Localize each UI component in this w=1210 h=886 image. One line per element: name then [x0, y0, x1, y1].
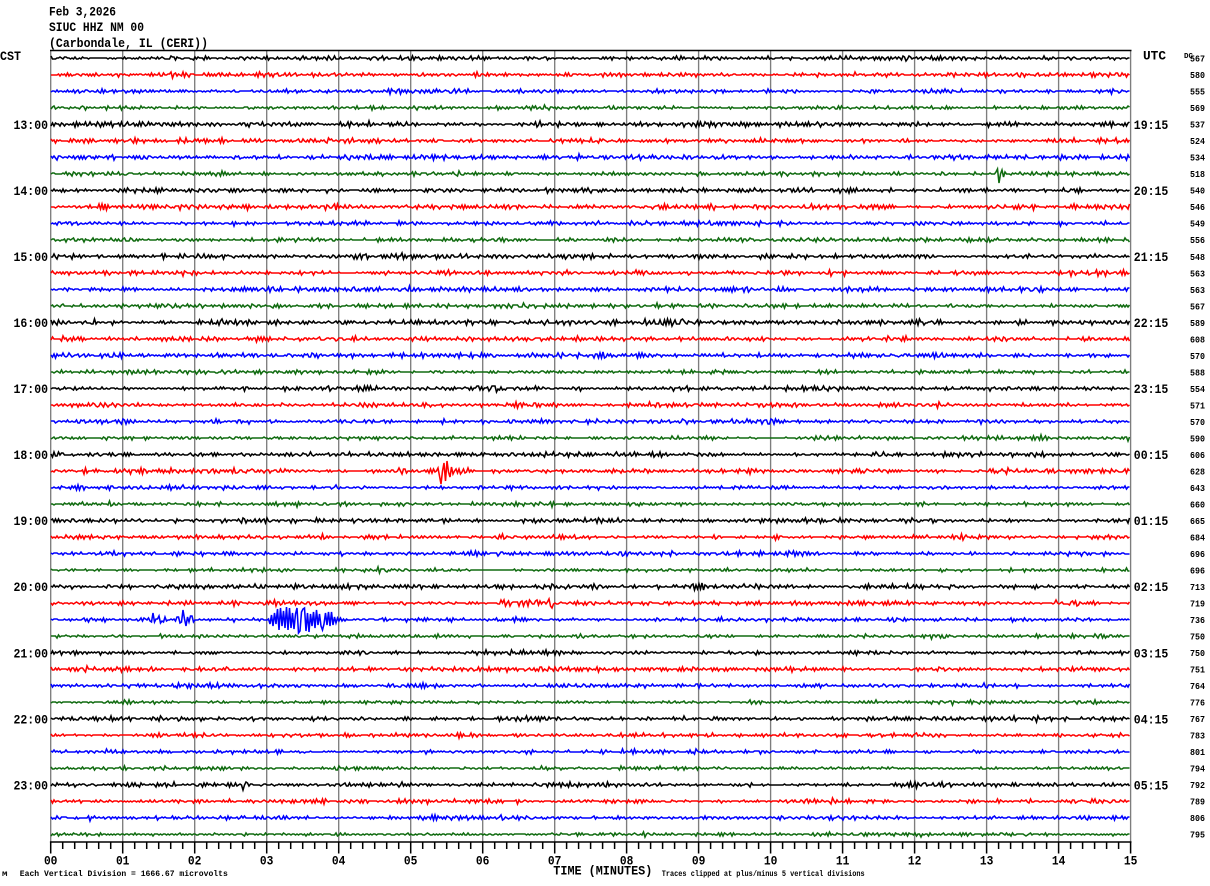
svg-text:751: 751	[1190, 666, 1206, 676]
svg-text:767: 767	[1190, 715, 1205, 725]
svg-text:570: 570	[1190, 418, 1205, 428]
svg-text:00:15: 00:15	[1134, 448, 1169, 463]
svg-text:00: 00	[44, 853, 58, 868]
svg-text:02:15: 02:15	[1134, 580, 1169, 595]
svg-text:570: 570	[1190, 352, 1205, 362]
svg-text:524: 524	[1190, 137, 1206, 147]
svg-text:Each Vertical Division = 1666.: Each Vertical Division = 1666.67 microvo…	[20, 869, 228, 879]
svg-text:09: 09	[692, 853, 706, 868]
svg-text:719: 719	[1190, 600, 1205, 610]
svg-text:684: 684	[1190, 533, 1206, 543]
svg-text:15: 15	[1124, 853, 1138, 868]
svg-text:518: 518	[1190, 170, 1205, 180]
svg-text:06: 06	[476, 853, 490, 868]
svg-text:18:00: 18:00	[14, 448, 49, 463]
svg-text:TIME (MINUTES): TIME (MINUTES)	[553, 864, 652, 879]
svg-text:(Carbondale, IL (CERI)): (Carbondale, IL (CERI))	[49, 36, 208, 51]
svg-text:789: 789	[1190, 798, 1205, 808]
svg-text:736: 736	[1190, 616, 1205, 626]
svg-text:21:15: 21:15	[1134, 250, 1169, 265]
svg-text:SIUC HHZ NM 00: SIUC HHZ NM 00	[49, 20, 144, 35]
svg-text:21:00: 21:00	[14, 646, 49, 661]
svg-text:540: 540	[1190, 187, 1205, 197]
svg-text:CST: CST	[0, 49, 21, 64]
svg-text:10: 10	[764, 853, 778, 868]
svg-text:588: 588	[1190, 368, 1205, 378]
svg-text:764: 764	[1190, 682, 1206, 692]
svg-text:628: 628	[1190, 467, 1205, 477]
svg-text:DC: DC	[1184, 53, 1193, 61]
svg-text:801: 801	[1190, 748, 1206, 758]
svg-text:04: 04	[332, 853, 346, 868]
svg-text:750: 750	[1190, 649, 1205, 659]
svg-text:13: 13	[980, 853, 994, 868]
svg-text:19:15: 19:15	[1134, 118, 1169, 133]
svg-text:555: 555	[1190, 88, 1205, 98]
svg-text:23:15: 23:15	[1134, 382, 1169, 397]
svg-text:534: 534	[1190, 154, 1206, 164]
svg-text:17:00: 17:00	[14, 382, 49, 397]
svg-text:590: 590	[1190, 434, 1205, 444]
svg-text:23:00: 23:00	[14, 778, 49, 793]
svg-text:556: 556	[1190, 236, 1205, 246]
svg-text:795: 795	[1190, 831, 1205, 841]
svg-text:02: 02	[188, 853, 202, 868]
svg-text:16:00: 16:00	[14, 316, 49, 331]
svg-text:563: 563	[1190, 286, 1205, 296]
svg-text:606: 606	[1190, 451, 1205, 461]
svg-text:537: 537	[1190, 121, 1205, 131]
svg-text:08: 08	[620, 853, 634, 868]
svg-text:665: 665	[1190, 517, 1205, 527]
svg-text:20:15: 20:15	[1134, 184, 1169, 199]
svg-text:15:00: 15:00	[14, 250, 49, 265]
svg-text:750: 750	[1190, 633, 1205, 643]
svg-text:696: 696	[1190, 550, 1205, 560]
svg-text:03:15: 03:15	[1134, 646, 1169, 661]
svg-text:19:00: 19:00	[14, 514, 49, 529]
svg-text:Traces clipped at plus/minus 5: Traces clipped at plus/minus 5 vertical …	[662, 870, 865, 879]
svg-text:549: 549	[1190, 220, 1205, 230]
svg-text:643: 643	[1190, 484, 1205, 494]
svg-text:20:00: 20:00	[14, 580, 49, 595]
svg-text:04:15: 04:15	[1134, 712, 1169, 727]
svg-text:03: 03	[260, 853, 274, 868]
svg-text:13:00: 13:00	[14, 118, 49, 133]
svg-text:22:00: 22:00	[14, 712, 49, 727]
svg-text:07: 07	[548, 853, 562, 868]
svg-text:567: 567	[1190, 302, 1205, 312]
svg-text:01:15: 01:15	[1134, 514, 1169, 529]
svg-text:589: 589	[1190, 319, 1205, 329]
svg-text:567: 567	[1190, 55, 1205, 65]
svg-text:UTC: UTC	[1143, 49, 1166, 64]
svg-text:M: M	[2, 871, 8, 878]
svg-text:563: 563	[1190, 269, 1205, 279]
svg-text:Feb 3,2026: Feb 3,2026	[49, 4, 116, 19]
svg-text:05: 05	[404, 853, 418, 868]
svg-text:713: 713	[1190, 583, 1205, 593]
svg-text:792: 792	[1190, 781, 1205, 791]
svg-text:794: 794	[1190, 765, 1206, 775]
svg-text:783: 783	[1190, 732, 1205, 742]
svg-text:12: 12	[908, 853, 922, 868]
svg-text:14: 14	[1052, 853, 1066, 868]
svg-text:01: 01	[116, 853, 130, 868]
svg-text:548: 548	[1190, 253, 1205, 263]
svg-text:660: 660	[1190, 500, 1205, 510]
svg-text:546: 546	[1190, 203, 1205, 213]
svg-text:580: 580	[1190, 71, 1205, 81]
svg-text:571: 571	[1190, 401, 1206, 411]
svg-text:776: 776	[1190, 699, 1205, 709]
svg-text:11: 11	[836, 853, 850, 868]
svg-text:14:00: 14:00	[14, 184, 49, 199]
svg-text:22:15: 22:15	[1134, 316, 1169, 331]
svg-text:569: 569	[1190, 104, 1205, 114]
svg-text:608: 608	[1190, 335, 1205, 345]
svg-text:05:15: 05:15	[1134, 778, 1169, 793]
svg-text:554: 554	[1190, 385, 1206, 395]
svg-text:806: 806	[1190, 814, 1205, 824]
svg-text:696: 696	[1190, 567, 1205, 577]
